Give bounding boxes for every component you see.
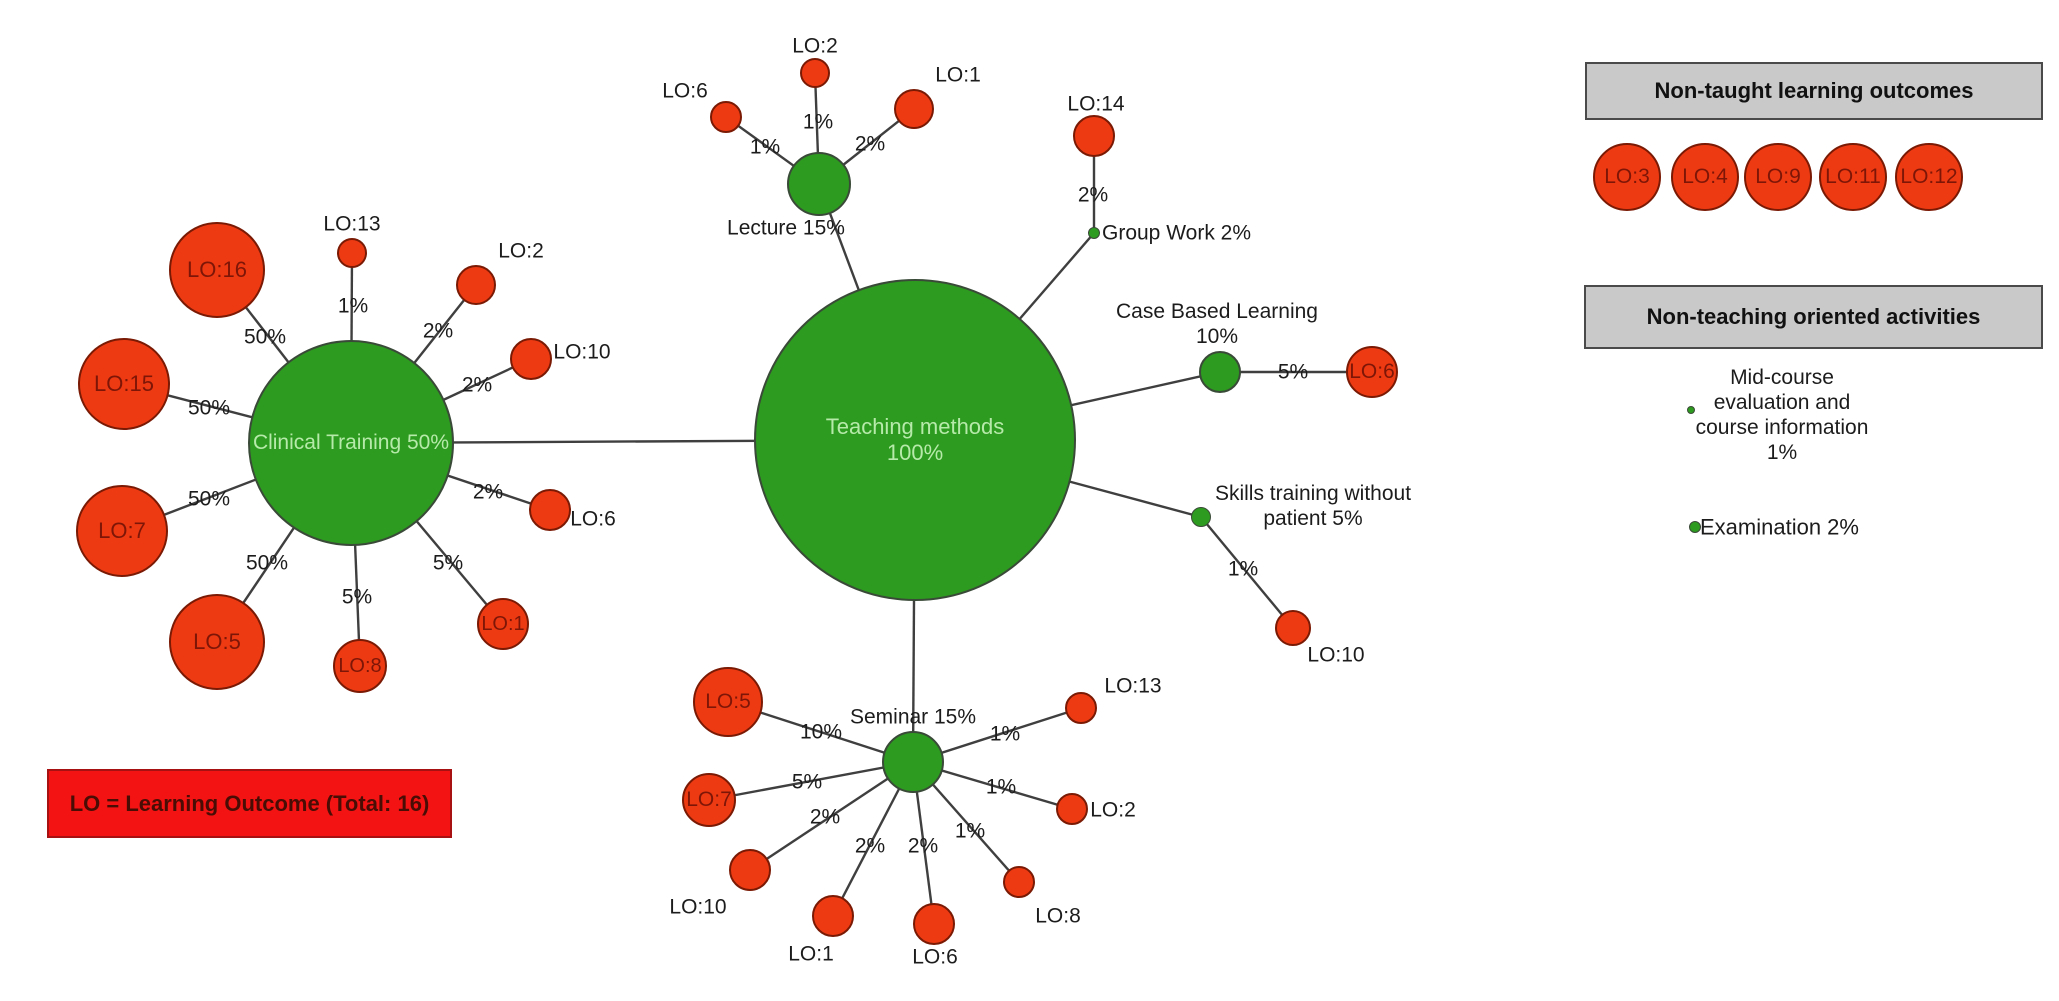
label-seminar-title: Seminar 15% [849, 705, 977, 729]
non-taught-lo-circle: LO:4 [1671, 143, 1739, 211]
edge-label-seminar-lo8: 1% [954, 819, 986, 843]
edge-seminar-lo10 [749, 760, 914, 872]
node-lo8-clinical: LO:8 [333, 639, 387, 693]
label-lo13-seminar-label: LO:13 [1104, 674, 1162, 698]
label-lo10-skills-label: LO:10 [1307, 643, 1365, 667]
label-lo14-lecture-label: LO:14 [1067, 92, 1125, 116]
node-skills-training-dot [1191, 507, 1211, 527]
examination-dot [1689, 521, 1701, 533]
edge-label-lecture-lo6: 1% [749, 135, 781, 159]
edge-label-seminar-lo13: 1% [989, 722, 1021, 746]
edge-seminar-lo7 [708, 760, 914, 802]
non-taught-lo-circle: LO:3 [1593, 143, 1661, 211]
node-lo1-clinical: LO:1 [477, 598, 529, 650]
non-taught-lo-label: LO:3 [1604, 165, 1650, 188]
midcourse-dot [1687, 406, 1695, 414]
examination-label: Examination 2% [1700, 514, 1859, 540]
node-lo10-clinical [510, 338, 552, 380]
label-lo2-clinical-label: LO:2 [498, 239, 544, 263]
node-lo10-seminar [729, 849, 771, 891]
label-lo1-seminar-label: LO:1 [788, 942, 834, 966]
node-lo5-clinical: LO:5 [169, 594, 265, 690]
non-taught-lo-label: LO:11 [1825, 165, 1881, 188]
edge-label-clinical-lo10: 2% [461, 373, 493, 397]
non-taught-lo-circle: LO:9 [1744, 143, 1812, 211]
edge-label-seminar-lo7: 5% [791, 770, 823, 794]
label-lo13-clinical-label: LO:13 [323, 212, 381, 236]
node-lo6-clinical [529, 489, 571, 531]
midcourse-label: Mid-course evaluation and course informa… [1695, 366, 1869, 464]
edge-label-clinical-lo6: 2% [472, 480, 504, 504]
non-taught-lo-label: LO:12 [1900, 165, 1958, 188]
edge-label-clinical-lo1: 5% [432, 551, 464, 575]
edge-label-skills-lo10: 1% [1227, 557, 1259, 581]
node-lo14-lecture [1073, 115, 1115, 157]
non-taught-lo-label: LO:9 [1755, 165, 1801, 188]
node-lo8-seminar [1003, 866, 1035, 898]
node-lo6-lecture [710, 101, 742, 133]
non-taught-lo-label: LO:4 [1682, 165, 1728, 188]
label-lo2-seminar-label: LO:2 [1090, 798, 1136, 822]
label-lo6-seminar-label: LO:6 [912, 945, 958, 969]
label-lo10-clinical-label: LO:10 [553, 340, 611, 364]
edge-label-clinical-lo15: 50% [187, 396, 231, 420]
edge-label-seminar-lo1: 2% [854, 834, 886, 858]
non-taught-panel-header: Non-taught learning outcomes [1585, 62, 2043, 120]
non-taught-panel-title: Non-taught learning outcomes [1654, 78, 1974, 103]
label-lecture-title: Lecture 15% [727, 216, 845, 240]
node-lo10-skills [1275, 610, 1311, 646]
edge-skills-lo10 [1200, 516, 1294, 629]
node-lo7-seminar: LO:7 [682, 773, 736, 827]
non-teaching-panel-title: Non-teaching oriented activities [1646, 304, 1981, 329]
node-lo2-clinical [456, 265, 496, 305]
edge-label-clinical-lo16: 50% [243, 325, 287, 349]
non-taught-lo-circle: LO:11 [1819, 143, 1887, 211]
edge-label-clinical-lo5: 50% [245, 551, 289, 575]
edge-label-clinical-lo8: 5% [341, 585, 373, 609]
edge-label-clinical-lo2: 2% [422, 319, 454, 343]
label-lo10-seminar-label: LO:10 [669, 895, 727, 919]
label-lo6-lecture-label: LO:6 [662, 79, 708, 103]
node-seminar [882, 731, 944, 793]
edge-label-cbl-lo6: 5% [1277, 360, 1309, 384]
label-lo6-clinical-label: LO:6 [570, 507, 616, 531]
node-lo2-seminar [1056, 793, 1088, 825]
node-lo1-seminar [812, 895, 854, 937]
node-lo13-seminar [1065, 692, 1097, 724]
label-lo8-seminar-label: LO:8 [1035, 904, 1081, 928]
node-lo1-lecture [894, 89, 934, 129]
node-lo16-clinical: LO:16 [169, 222, 265, 318]
node-group-work-dot [1088, 227, 1100, 239]
edge-label-lecture-lo1: 2% [854, 132, 886, 156]
lo-note-box: LO = Learning Outcome (Total: 16) [47, 769, 452, 838]
edge-label-seminar-lo5: 10% [799, 720, 843, 744]
node-lo2-lecture [800, 58, 830, 88]
edge-label-lecture-lo2: 1% [802, 110, 834, 134]
non-teaching-panel-header: Non-teaching oriented activities [1584, 285, 2043, 349]
edge-label-seminar-lo2: 1% [985, 775, 1017, 799]
node-lo7-clinical: LO:7 [76, 485, 168, 577]
edge-label-seminar-lo10: 2% [809, 805, 841, 829]
node-lo5-seminar: LO:5 [693, 667, 763, 737]
edge-label-clinical-lo7: 50% [187, 487, 231, 511]
edge-label-groupwork-lo14: 2% [1077, 183, 1109, 207]
label-lo2-lecture-label: LO:2 [792, 34, 838, 58]
label-skills-title: Skills training without patient 5% [1214, 482, 1412, 530]
node-lo15-clinical: LO:15 [78, 338, 170, 430]
node-lo6-seminar [913, 903, 955, 945]
node-clinical-training: Clinical Training 50% [248, 340, 454, 546]
edge-label-clinical-lo13: 1% [337, 294, 369, 318]
node-lecture [787, 152, 851, 216]
label-lo1-lecture-label: LO:1 [935, 63, 981, 87]
non-taught-lo-circle: LO:12 [1895, 143, 1963, 211]
node-teaching-methods: Teaching methods 100% [754, 279, 1076, 601]
node-case-based-learning [1199, 351, 1241, 393]
edge-label-seminar-lo6: 2% [907, 834, 939, 858]
node-lo13-clinical [337, 238, 367, 268]
node-lo6-cbl: LO:6 [1346, 346, 1398, 398]
label-group-work-title: Group Work 2% [1102, 221, 1251, 245]
label-cbl-title: Case Based Learning 10% [1116, 300, 1318, 348]
lo-note-text: LO = Learning Outcome (Total: 16) [69, 790, 430, 816]
